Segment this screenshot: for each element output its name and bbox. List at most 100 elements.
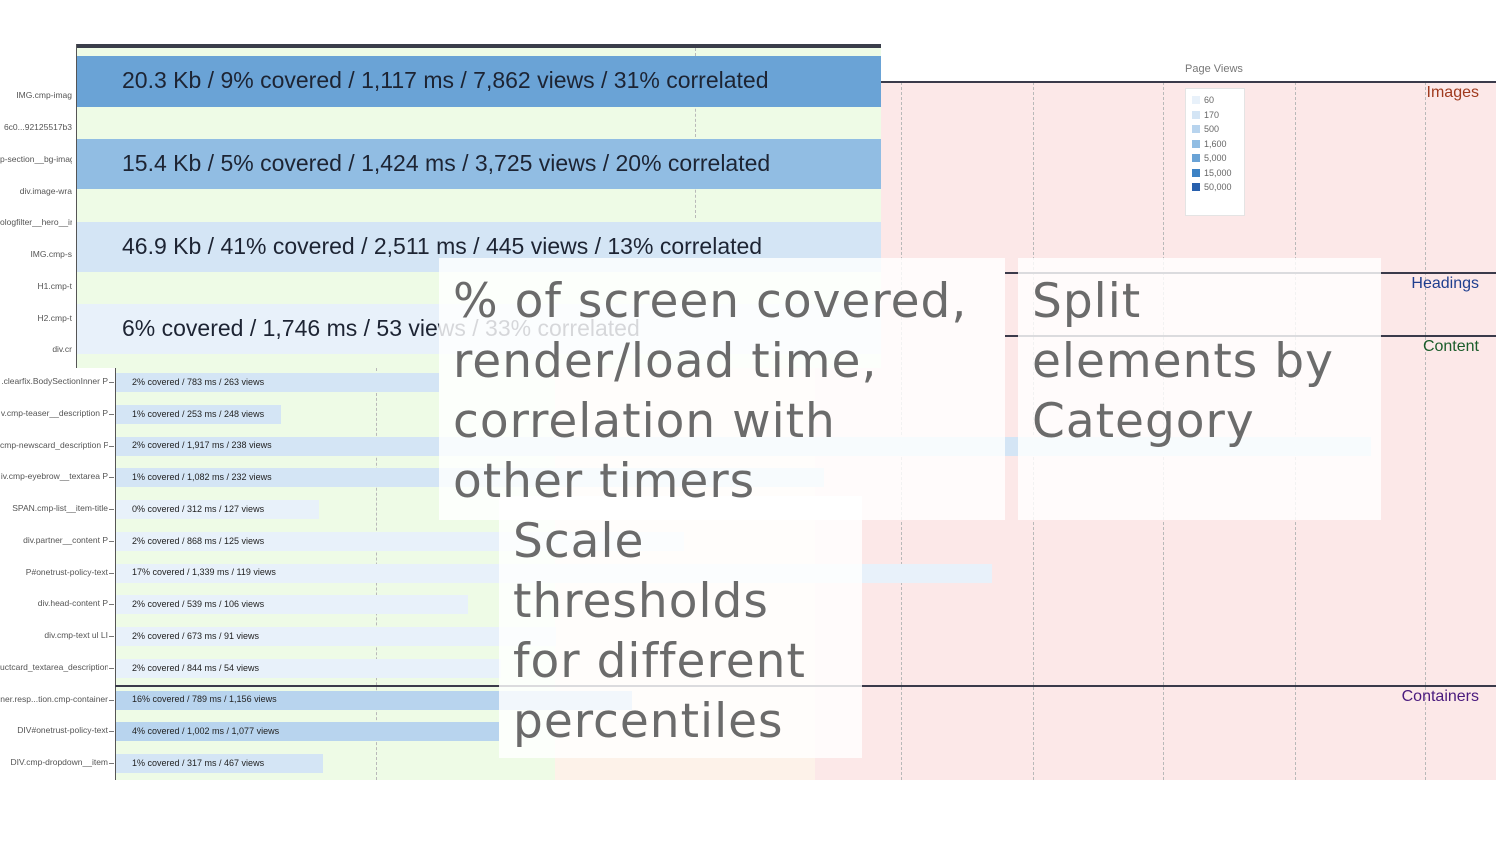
bar-label: 15.4 Kb / 5% covered / 1,424 ms / 3,725 … (122, 149, 771, 176)
annotation-line: elements by (1032, 334, 1334, 389)
annotation-scale-box (499, 496, 862, 758)
annotation-line: Category (1032, 394, 1255, 449)
annotation-line: % of screen covered, (453, 274, 968, 329)
annotation-line: percentiles (513, 694, 784, 749)
legend-swatch (1192, 96, 1200, 104)
row-label: div.partner__content P (23, 534, 108, 545)
row-label: IMG.cmp-s (30, 249, 72, 259)
bar (116, 373, 439, 392)
annotation-line: other timers (453, 454, 756, 509)
legend-swatch (1192, 183, 1200, 191)
legend-label: 5,000 (1204, 153, 1227, 163)
row-label: ologfilter__hero__in (0, 217, 72, 227)
category-label-content: Content (1422, 338, 1479, 355)
row-label: v.cmp-teaser__description P (0, 407, 108, 418)
legend-item: 60 (1192, 95, 1214, 105)
bar-label: 2% covered / 783 ms / 263 views (132, 376, 265, 387)
row-label: H1.cmp-t (37, 281, 72, 291)
bar-label: 1% covered / 317 ms / 467 views (132, 757, 265, 768)
gridline (1425, 82, 1426, 780)
row-label: iv.cmp-eyebrow__textarea P (0, 471, 108, 482)
row-tick (109, 731, 114, 733)
row-label: uctcard_textarea_description (0, 661, 108, 672)
bar-label: 46.9 Kb / 41% covered / 2,511 ms / 445 v… (122, 232, 763, 259)
bar-label: 2% covered / 539 ms / 106 views (132, 599, 265, 610)
row-label: DIV#onetrust-policy-text (17, 725, 108, 736)
annotation-line: thresholds (513, 574, 769, 629)
legend-swatch (1192, 110, 1200, 119)
bar-label: 1% covered / 253 ms / 248 views (132, 408, 265, 419)
row-tick (109, 699, 114, 701)
row-tick (109, 636, 114, 637)
images-separator (881, 81, 1496, 83)
annotation-coverage-box (439, 258, 1005, 520)
legend-swatch (1192, 168, 1200, 177)
row-label: ner.resp...tion.cmp-container (0, 693, 108, 704)
legend-label: 15,000 (1204, 167, 1232, 178)
bar-label: 2% covered / 1,917 ms / 238 views (132, 440, 272, 451)
row-label: div.head-content P (37, 598, 108, 609)
bar-label: 1% covered / 1,082 ms / 232 views (132, 472, 272, 483)
row-label: div.cmp-text ul LI (44, 630, 108, 640)
row-label: H2.cmp-t (37, 313, 72, 323)
legend: 60 170 500 1,600 5,000 15,000 50,000 (1185, 88, 1245, 216)
annotation-scale: Scale thresholds for different percentil… (513, 512, 863, 752)
bar-label: 0% covered / 312 ms / 127 views (132, 503, 265, 514)
left-axis-line-bottom (115, 368, 116, 780)
legend-swatch (1192, 154, 1200, 162)
bar-label: 16% covered / 789 ms / 1,156 views (132, 694, 277, 705)
row-label: p-section__bg-imag (0, 154, 72, 164)
bar (116, 658, 501, 678)
bar (116, 404, 281, 424)
bar (77, 56, 881, 107)
row-label: cmp-newscard_description P (0, 439, 108, 450)
row-label: P#onetrust-policy-text (25, 566, 108, 577)
row-tick (109, 763, 114, 764)
row-label: DIV.cmp-dropdown__item (10, 757, 108, 767)
row-tick (109, 540, 114, 542)
bar (77, 139, 881, 189)
row-tick (109, 445, 114, 447)
row-tick (109, 509, 114, 510)
gridline (695, 48, 696, 218)
bar (116, 627, 556, 646)
legend-label: 60 (1204, 95, 1215, 105)
legend-label: 1,600 (1204, 138, 1227, 149)
legend-label: 50,000 (1204, 182, 1232, 192)
row-label: SPAN.cmp-list__item-title (12, 503, 108, 513)
row-label: .clearfix.BodySectionInner P (1, 376, 108, 386)
bar (116, 754, 323, 773)
legend-label: 170 (1204, 109, 1220, 120)
row-tick (109, 477, 114, 479)
bar (116, 595, 468, 615)
bar-label: 2% covered / 844 ms / 54 views (132, 662, 260, 673)
annotation-line: correlation with (453, 394, 836, 449)
annotation-coverage: % of screen covered, render/load time, c… (453, 272, 1013, 512)
category-label-containers: Containers (1401, 688, 1479, 705)
bar (116, 500, 319, 519)
category-label-headings: Headings (1411, 275, 1479, 292)
annotation-split-box (1018, 258, 1381, 520)
row-tick (109, 667, 114, 669)
legend-item: 500 (1192, 124, 1219, 134)
legend-title: Page Views (1185, 63, 1243, 75)
legend-item: 5,000 (1192, 153, 1227, 163)
top-axis-line (76, 44, 881, 48)
annotation-line: Scale (513, 514, 645, 569)
row-tick (109, 413, 114, 415)
bar-label: 4% covered / 1,002 ms / 1,077 views (132, 726, 280, 737)
bar-label: 2% covered / 673 ms / 91 views (132, 630, 260, 641)
legend-item: 170 (1192, 110, 1219, 120)
row-label: div.cr (52, 344, 72, 354)
legend-item: 15,000 (1192, 168, 1232, 178)
legend-swatch (1192, 139, 1200, 148)
row-label: 6c0...92125517b3 (3, 122, 72, 132)
category-label-images: Images (1426, 84, 1479, 101)
legend-item: 50,000 (1192, 182, 1232, 192)
legend-item: 1,600 (1192, 139, 1227, 149)
legend-swatch (1192, 125, 1200, 133)
bar-label: 2% covered / 868 ms / 125 views (132, 535, 265, 546)
bar (116, 722, 499, 742)
annotation-split: Split elements by Category (1032, 272, 1382, 452)
row-label: div.image-wra (19, 186, 72, 196)
